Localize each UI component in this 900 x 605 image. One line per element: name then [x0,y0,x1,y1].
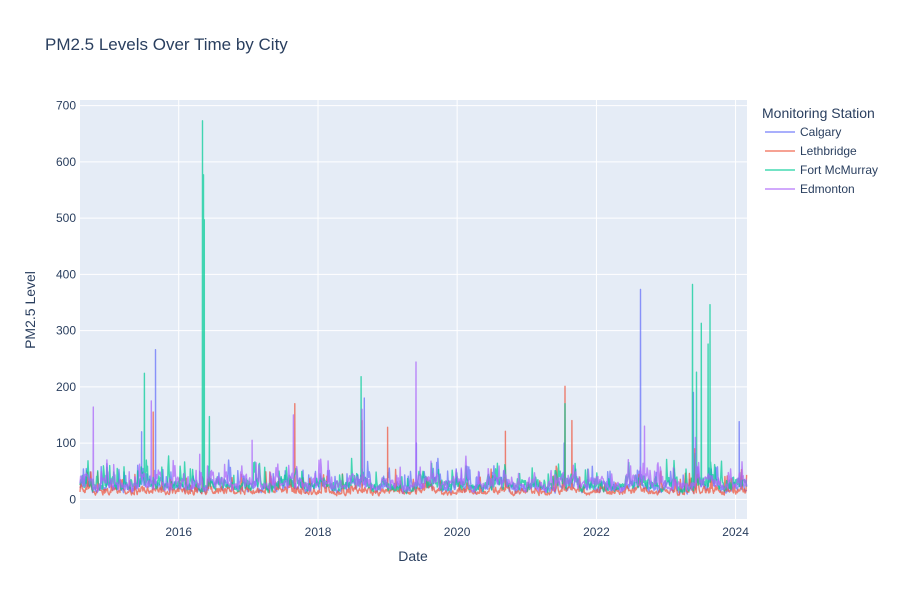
series-layer [79,120,748,497]
x-tick-label: 2020 [444,525,471,539]
legend-item-calgary[interactable]: Calgary [765,125,841,139]
series-line-fort-mcmurray [79,120,748,495]
x-axis-ticks: 2016 2018 2020 2022 2024 [165,525,749,539]
plot-area [80,100,747,519]
y-tick-label: 700 [56,99,76,113]
legend: Monitoring Station Calgary Lethbridge Fort… [762,105,878,196]
x-tick-label: 2024 [722,525,749,539]
legend-label: Lethbridge [800,144,857,158]
legend-label: Fort McMurray [800,163,878,177]
x-tick-label: 2018 [305,525,332,539]
y-tick-label: 0 [69,492,76,506]
gridlines [80,100,747,519]
legend-item-edmonton[interactable]: Edmonton [765,182,855,196]
chart-title: PM2.5 Levels Over Time by City [45,35,288,54]
y-axis-ticks: 0 100 200 300 400 500 600 700 [56,99,76,507]
legend-title: Monitoring Station [762,105,875,121]
x-tick-label: 2016 [165,525,192,539]
series-line-edmonton [79,361,748,493]
y-tick-label: 200 [56,380,76,394]
legend-label: Calgary [800,125,841,139]
y-tick-label: 300 [56,324,76,338]
legend-item-fort-mcmurray[interactable]: Fort McMurray [765,163,878,177]
x-axis-label: Date [398,548,428,564]
series-line-lethbridge [79,385,748,497]
x-tick-label: 2022 [583,525,610,539]
legend-label: Edmonton [800,182,855,196]
legend-item-lethbridge[interactable]: Lethbridge [765,144,857,158]
y-tick-label: 500 [56,211,76,225]
y-tick-label: 100 [56,436,76,450]
y-tick-label: 600 [56,155,76,169]
y-axis-label: PM2.5 Level [22,271,38,349]
y-tick-label: 400 [56,267,76,281]
